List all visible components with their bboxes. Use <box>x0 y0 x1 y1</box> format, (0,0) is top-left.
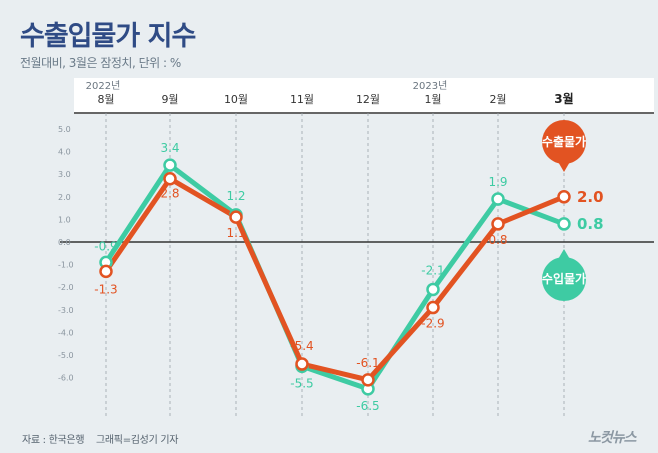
axis-header-band <box>74 78 654 114</box>
data-label-export: -2.9 <box>421 317 444 331</box>
x-tick-label: 2월 <box>489 93 506 106</box>
y-tick-label: 3.0 <box>58 170 71 179</box>
import-point <box>426 282 440 297</box>
y-tick-label: -3.0 <box>58 306 74 315</box>
export-point <box>99 264 113 279</box>
legend-label-export: 수출물가 <box>542 134 586 149</box>
data-label-import: -2.1 <box>421 263 444 277</box>
data-label-import: 0.8 <box>577 215 604 233</box>
y-tick-label: 0.0 <box>58 238 71 247</box>
import-point <box>557 217 571 231</box>
x-tick-label: 3월 <box>554 91 573 106</box>
data-label-export: 0.8 <box>488 233 507 247</box>
year-label: 2023년 <box>413 80 448 92</box>
y-tick-label: 2.0 <box>58 193 71 202</box>
data-label-export: -1.3 <box>94 282 117 296</box>
y-tick-label: -5.0 <box>58 351 74 360</box>
series-line-export <box>103 176 567 383</box>
data-label-import: 1.2 <box>226 189 245 203</box>
legend-callout-import <box>542 257 586 301</box>
data-label-import: 1.9 <box>488 175 507 189</box>
data-label-import: -5.5 <box>290 376 313 390</box>
x-tick-label: 11월 <box>290 93 314 106</box>
x-tick-label: 10월 <box>224 93 248 106</box>
data-label-import: -0.9 <box>94 239 117 253</box>
data-label-import: 3.4 <box>160 141 179 155</box>
export-point <box>557 190 571 204</box>
data-label-export: 2.8 <box>160 187 179 201</box>
export-point <box>295 357 309 371</box>
y-tick-label: -4.0 <box>58 328 74 337</box>
publisher-logo: 노컷뉴스 <box>588 430 637 446</box>
data-label-export: -6.1 <box>356 356 379 370</box>
y-tick-label: 1.0 <box>58 215 71 224</box>
data-label-export: 1.1 <box>226 226 245 240</box>
subtitle: 전월대비, 3월은 잠정치, 단위 : % <box>20 56 181 70</box>
y-tick-label: -1.0 <box>58 261 74 270</box>
legend-label-import: 수입물가 <box>542 271 586 286</box>
y-tick-label: -6.0 <box>58 374 74 383</box>
series-line-import <box>103 162 567 392</box>
page-title: 수출입물가 지수 <box>20 21 196 52</box>
export-point <box>229 210 243 224</box>
year-label: 2022년 <box>86 80 121 92</box>
export-point <box>361 373 375 387</box>
legend-callout-export <box>542 120 586 164</box>
data-label-export: 2.0 <box>577 188 604 206</box>
import-point <box>491 192 505 206</box>
y-tick-label: 4.0 <box>58 148 71 157</box>
y-tick-label: 5.0 <box>58 125 71 134</box>
export-point <box>163 171 177 186</box>
x-tick-label: 8월 <box>97 93 114 106</box>
export-point <box>491 217 505 231</box>
export-point <box>426 300 440 315</box>
x-tick-label: 1월 <box>424 93 441 106</box>
y-tick-label: -2.0 <box>58 283 74 292</box>
data-label-export: -5.4 <box>290 339 313 353</box>
x-tick-label: 12월 <box>356 93 380 106</box>
import-point <box>163 158 177 172</box>
source-note: 자료 : 한국은행 <box>22 435 85 446</box>
x-tick-label: 9월 <box>161 93 178 106</box>
graphic-credit: 그래픽=김성기 기자 <box>96 435 179 446</box>
data-label-import: -6.5 <box>356 399 379 413</box>
